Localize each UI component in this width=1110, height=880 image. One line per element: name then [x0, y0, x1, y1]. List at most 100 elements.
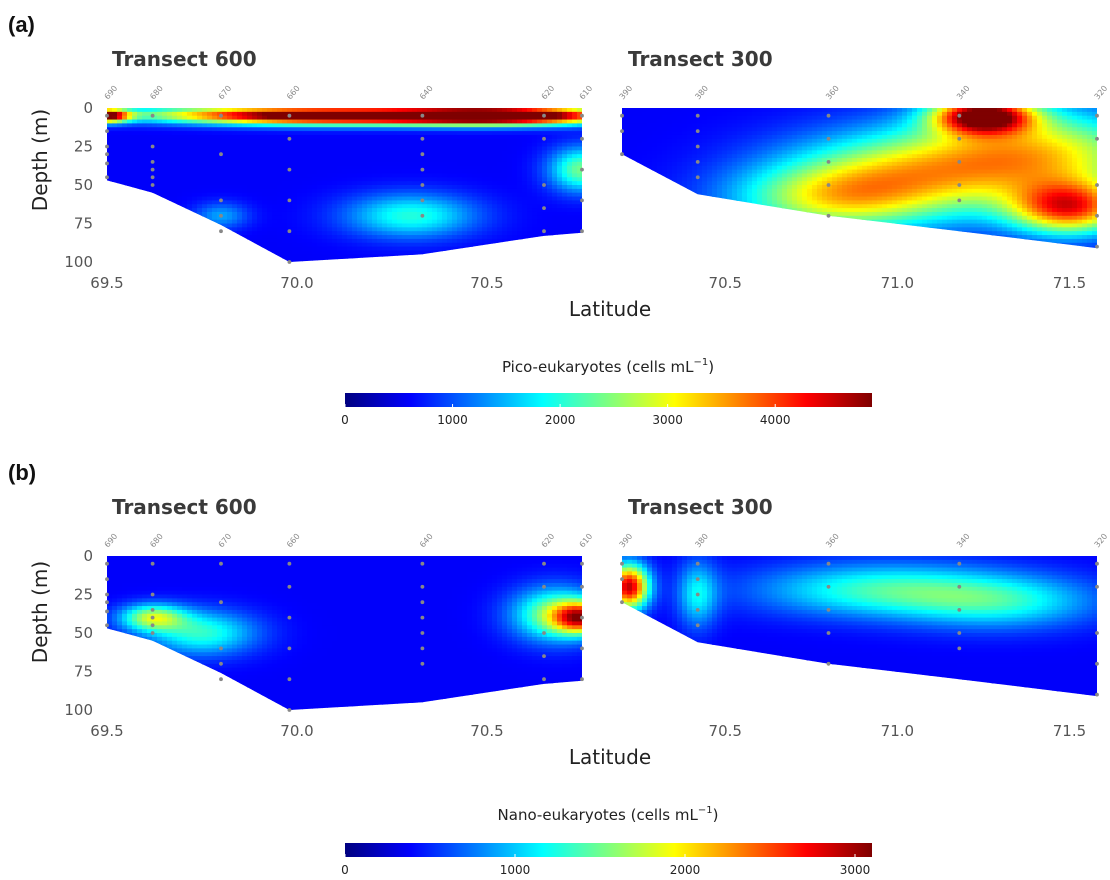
heatmap-cell — [422, 231, 428, 236]
heatmap-cell — [427, 150, 433, 155]
heatmap-cell — [562, 173, 568, 178]
heatmap-cell — [192, 115, 198, 121]
heatmap-cell — [717, 115, 723, 121]
heatmap-cell — [547, 165, 553, 171]
heatmap-cell — [797, 188, 803, 194]
heatmap-cell — [537, 227, 543, 232]
heatmap-cell — [262, 146, 268, 151]
heatmap-cell — [742, 142, 748, 148]
heatmap-cell — [507, 215, 513, 221]
heatmap-cell — [837, 146, 843, 151]
heatmap-cell — [847, 169, 853, 175]
heatmap-cell — [372, 192, 378, 198]
heatmap-cell — [152, 142, 158, 148]
heatmap-cell — [912, 188, 918, 194]
heatmap-cell — [707, 181, 713, 186]
heatmap-cell — [427, 158, 433, 163]
heatmap-cell — [392, 192, 398, 198]
heatmap-cell — [532, 208, 538, 213]
heatmap-cell — [527, 138, 533, 144]
heatmap-cell — [627, 131, 633, 136]
heatmap-cell — [407, 154, 413, 159]
heatmap-cell — [887, 161, 893, 167]
heatmap-cell — [332, 246, 338, 252]
heatmap-cell — [547, 138, 553, 144]
heatmap-cell — [917, 192, 923, 198]
heatmap-cell — [437, 231, 443, 236]
heatmap-cell — [122, 142, 128, 148]
heatmap-cell — [172, 181, 178, 186]
heatmap-cell — [927, 185, 933, 190]
heatmap-cell — [297, 196, 303, 201]
heatmap-cell — [342, 127, 348, 132]
heatmap-cell — [172, 161, 178, 167]
heatmap-cell — [317, 250, 323, 255]
heatmap-cell — [722, 173, 728, 178]
heatmap-cell — [177, 196, 183, 201]
heatmap-cell — [307, 258, 313, 262]
heatmap-cell — [387, 246, 393, 252]
heatmap-cell — [167, 185, 173, 190]
heatmap-cell — [797, 123, 803, 128]
heatmap-cell — [257, 127, 263, 132]
heatmap-cell — [262, 173, 268, 178]
heatmap-cell — [157, 181, 163, 186]
heatmap-cell — [292, 211, 298, 217]
heatmap-cell — [232, 138, 238, 144]
heatmap-cell — [357, 185, 363, 190]
heatmap-cell — [742, 165, 748, 171]
heatmap-cell — [112, 181, 118, 186]
heatmap-cell — [267, 211, 273, 217]
heatmap-cell — [222, 165, 228, 171]
heatmap-cell — [892, 158, 898, 163]
heatmap-cell — [897, 223, 903, 228]
heatmap-cell — [372, 250, 378, 255]
heatmap-cell — [217, 146, 223, 151]
heatmap-cell — [782, 196, 788, 201]
heatmap-cell — [512, 219, 518, 225]
heatmap-cell — [922, 223, 928, 228]
heatmap-cell — [272, 177, 278, 182]
heatmap-cell — [197, 185, 203, 190]
heatmap-cell — [727, 188, 733, 194]
heatmap-cell — [247, 235, 253, 240]
heatmap-cell — [707, 131, 713, 136]
heatmap-cell — [417, 165, 423, 171]
heatmap-cell — [277, 146, 283, 151]
heatmap-cell — [917, 188, 923, 194]
heatmap-cell — [382, 154, 388, 159]
heatmap-cell — [407, 111, 413, 117]
station-label: 640 — [418, 84, 435, 101]
heatmap-cell — [287, 208, 293, 213]
heatmap-cell — [687, 185, 693, 190]
heatmap-cell — [282, 235, 288, 240]
heatmap-cell — [877, 146, 883, 151]
heatmap-cell — [342, 165, 348, 171]
heatmap-cell — [802, 154, 808, 159]
heatmap-cell — [832, 134, 838, 140]
heatmap-cell — [877, 158, 883, 163]
heatmap-cell — [372, 165, 378, 171]
heatmap-cell — [152, 188, 158, 194]
heatmap-cell — [192, 196, 198, 201]
heatmap-cell — [237, 215, 243, 221]
heatmap-cell — [732, 169, 738, 175]
heatmap-cell — [837, 142, 843, 148]
heatmap-cell — [347, 115, 353, 121]
heatmap-cell — [277, 250, 283, 255]
heatmap-cell — [332, 185, 338, 190]
heatmap-cell — [667, 138, 673, 144]
heatmap-cell — [352, 150, 358, 155]
heatmap-cell — [852, 200, 858, 205]
heatmap-cell — [442, 223, 448, 228]
heatmap-cell — [162, 200, 168, 205]
heatmap-cell — [427, 115, 433, 121]
heatmap-cell — [487, 119, 493, 124]
heatmap-cell — [547, 196, 553, 201]
heatmap-cell — [107, 177, 113, 182]
heatmap-cell — [207, 158, 213, 163]
heatmap-cell — [937, 158, 943, 163]
heatmap-cell — [412, 154, 418, 159]
heatmap-cell — [782, 131, 788, 136]
heatmap-cell — [327, 123, 333, 128]
